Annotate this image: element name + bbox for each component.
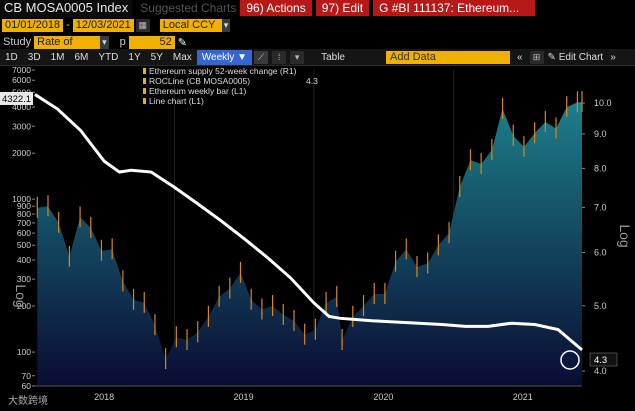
- date-range-bar: 01/01/2018 - 12/03/2021 ▦ Local CCY ▾: [0, 17, 635, 33]
- expand-right-icon[interactable]: »: [610, 51, 616, 63]
- study-bar: Study Rate of Char ▾ p 52 ✎: [0, 34, 635, 61]
- left-tick-label: 200: [17, 301, 31, 311]
- legend-swatch: [143, 78, 146, 84]
- edit-chart-button[interactable]: ✎ Edit Chart: [547, 51, 604, 63]
- left-tick-label: 4000: [12, 102, 31, 112]
- left-tick-label: 3000: [12, 121, 31, 131]
- header-bar: CB MOSA0005 Index Suggested Charts 96) A…: [0, 0, 635, 17]
- collapse-left-icon[interactable]: «: [516, 51, 523, 63]
- legend-label: Ethereum weekly bar (L1): [149, 86, 246, 96]
- chart-toolbar: 1D 3D 1M 6M YTD 1Y 5Y Max Weekly ▼ ⟋ ⁞ ▾…: [0, 49, 635, 66]
- legend-swatch: [143, 98, 146, 104]
- edit-chart-label: Edit Chart: [558, 51, 604, 63]
- left-tick-label: 400: [17, 255, 31, 265]
- left-tick-label: 60: [22, 381, 32, 391]
- period-input[interactable]: 52: [128, 35, 175, 49]
- left-tick-label: 800: [17, 209, 31, 219]
- period-ytd-button[interactable]: YTD: [98, 51, 119, 63]
- right-axis-label: Log: [617, 224, 633, 247]
- legend-label: Ethereum supply 52-week change (R1): [149, 66, 297, 76]
- study-select[interactable]: Rate of Char: [34, 35, 101, 61]
- right-tick-label: 7.0: [594, 202, 607, 212]
- add-data-input[interactable]: Add Data: [385, 50, 510, 64]
- chart-title-button[interactable]: G #BI 111137: Ethereum...: [373, 0, 536, 16]
- period-label: p: [119, 36, 126, 48]
- last-supply-label: 4.3: [594, 355, 607, 366]
- calendar-icon[interactable]: ▦: [135, 18, 150, 32]
- period-3d-button[interactable]: 3D: [27, 51, 41, 63]
- left-tick-label: 1000: [12, 194, 31, 204]
- frequency-label: Weekly: [201, 51, 235, 63]
- x-tick-label: 2021: [513, 392, 533, 402]
- weekly-bars: [36, 91, 583, 370]
- period-6m-button[interactable]: 6M: [74, 51, 89, 63]
- right-tick-label: 6.0: [594, 247, 607, 257]
- study-dropdown-icon[interactable]: ▾: [100, 35, 109, 49]
- period-5y-button[interactable]: 5Y: [150, 51, 163, 63]
- security-title: CB MOSA0005 Index: [0, 0, 133, 17]
- period-1d-button[interactable]: 1D: [5, 51, 18, 63]
- x-axis: 2018 2019 2020 2021: [35, 385, 582, 402]
- left-axis: 7000600050004000300020001000900800700600…: [12, 66, 35, 391]
- left-tick-label: 500: [17, 240, 31, 250]
- period-max-button[interactable]: Max: [172, 51, 192, 63]
- left-axis-label: Log: [13, 284, 29, 307]
- suggested-charts-label[interactable]: Suggested Charts: [140, 1, 237, 15]
- left-tick-label: 2000: [12, 148, 31, 158]
- left-tick-label: 70: [22, 371, 32, 381]
- settings-grid-icon[interactable]: ⊞: [529, 50, 544, 64]
- right-tick-label: 9.0: [594, 129, 607, 139]
- legend-value: 4.3: [306, 76, 318, 86]
- study-label: Study: [3, 36, 32, 48]
- left-tick-label: 600: [17, 228, 31, 238]
- x-tick-label: 2019: [234, 392, 254, 402]
- left-tick-label: 300: [17, 274, 31, 284]
- x-tick-label: 2018: [94, 392, 114, 402]
- pencil-icon[interactable]: ✎: [177, 36, 188, 49]
- table-button[interactable]: Table: [321, 51, 345, 63]
- left-tick-label: 900: [17, 201, 31, 211]
- right-tick-label: 4.0: [594, 366, 607, 376]
- currency-dropdown-icon[interactable]: ▾: [221, 18, 231, 32]
- left-tick-label: 700: [17, 218, 31, 228]
- right-tick-label: 5.0: [594, 301, 607, 311]
- frequency-select[interactable]: Weekly ▼: [196, 49, 253, 65]
- right-tick-label: 10.0: [594, 98, 612, 108]
- period-1y-button[interactable]: 1Y: [128, 51, 141, 63]
- left-tick-label: 7000: [12, 66, 31, 75]
- type-dropdown-icon[interactable]: ▾: [290, 50, 305, 64]
- legend-label: ROCLine (CB MOSA0005): [149, 76, 250, 86]
- legend-swatch: [143, 88, 146, 94]
- price-area: [37, 102, 583, 386]
- supply-change-line: [34, 93, 583, 352]
- actions-button[interactable]: 96) Actions: [240, 0, 312, 16]
- currency-select[interactable]: Local CCY: [159, 18, 222, 32]
- highlight-circle: [560, 350, 580, 370]
- left-tick-label: 6000: [12, 75, 31, 85]
- edit-button[interactable]: 97) Edit: [315, 0, 370, 16]
- end-date-input[interactable]: 12/03/2021: [72, 18, 134, 32]
- right-tick-label: 8.0: [594, 163, 607, 173]
- price-chart: 7000600050004000300020001000900800700600…: [0, 66, 633, 407]
- watermark-text: 大数跨境: [8, 394, 48, 407]
- line-chart-icon[interactable]: ⟋: [254, 50, 269, 64]
- last-price-label: 4322.1: [2, 94, 31, 105]
- right-axis: 10.0 9.0 8.0 7.0 6.0 5.0 4.0: [582, 98, 612, 376]
- period-1m-button[interactable]: 1M: [50, 51, 65, 63]
- left-tick-label: 100: [17, 347, 31, 357]
- legend-swatch: [143, 68, 146, 74]
- last-supply-badge: 4.3: [589, 352, 618, 367]
- last-price-badge: 4322.1: [0, 92, 33, 105]
- date-separator: -: [66, 19, 70, 31]
- x-tick-label: 2020: [373, 392, 393, 402]
- legend: Ethereum supply 52-week change (R1)ROCLi…: [143, 66, 318, 106]
- legend-label: Line chart (L1): [149, 96, 204, 106]
- bar-type-icon[interactable]: ⁞: [272, 50, 287, 64]
- start-date-input[interactable]: 01/01/2018: [2, 18, 64, 32]
